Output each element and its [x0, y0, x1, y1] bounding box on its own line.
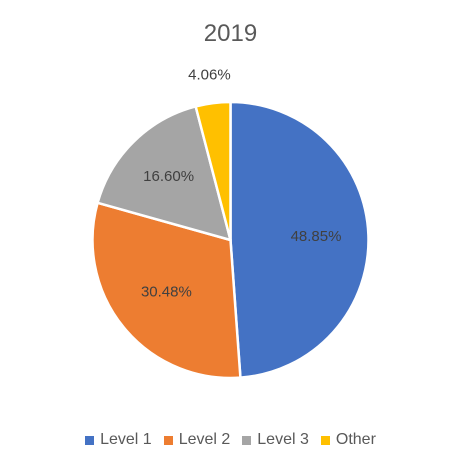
legend-swatch [320, 435, 330, 445]
legend-item-level-3: Level 3 [242, 431, 309, 449]
legend-swatch [85, 435, 95, 445]
legend-item-level-1: Level 1 [85, 431, 152, 449]
data-label-other: 4.06% [188, 67, 231, 84]
data-label-level-3: 16.60% [143, 168, 194, 185]
data-label-level-1: 48.85% [291, 228, 342, 245]
data-label-level-2: 30.48% [141, 283, 192, 300]
chart-title: 2019 [203, 20, 258, 47]
pie-slice-other [194, 100, 232, 242]
legend: Level 1 Level 2 Level 3 Other [0, 431, 461, 449]
legend-swatch [163, 435, 173, 445]
legend-item-level-2: Level 2 [163, 431, 231, 449]
pie-slice-level-3 [96, 105, 232, 242]
legend-swatch [242, 435, 252, 445]
legend-label: Level 3 [257, 431, 309, 448]
pie-slice-level-1 [229, 100, 370, 379]
legend-label: Level 1 [100, 431, 152, 448]
legend-label: Other [335, 431, 376, 448]
legend-label: Level 2 [178, 431, 231, 448]
pie-slice-level-2 [91, 201, 242, 380]
legend-item-other: Other [320, 431, 376, 449]
